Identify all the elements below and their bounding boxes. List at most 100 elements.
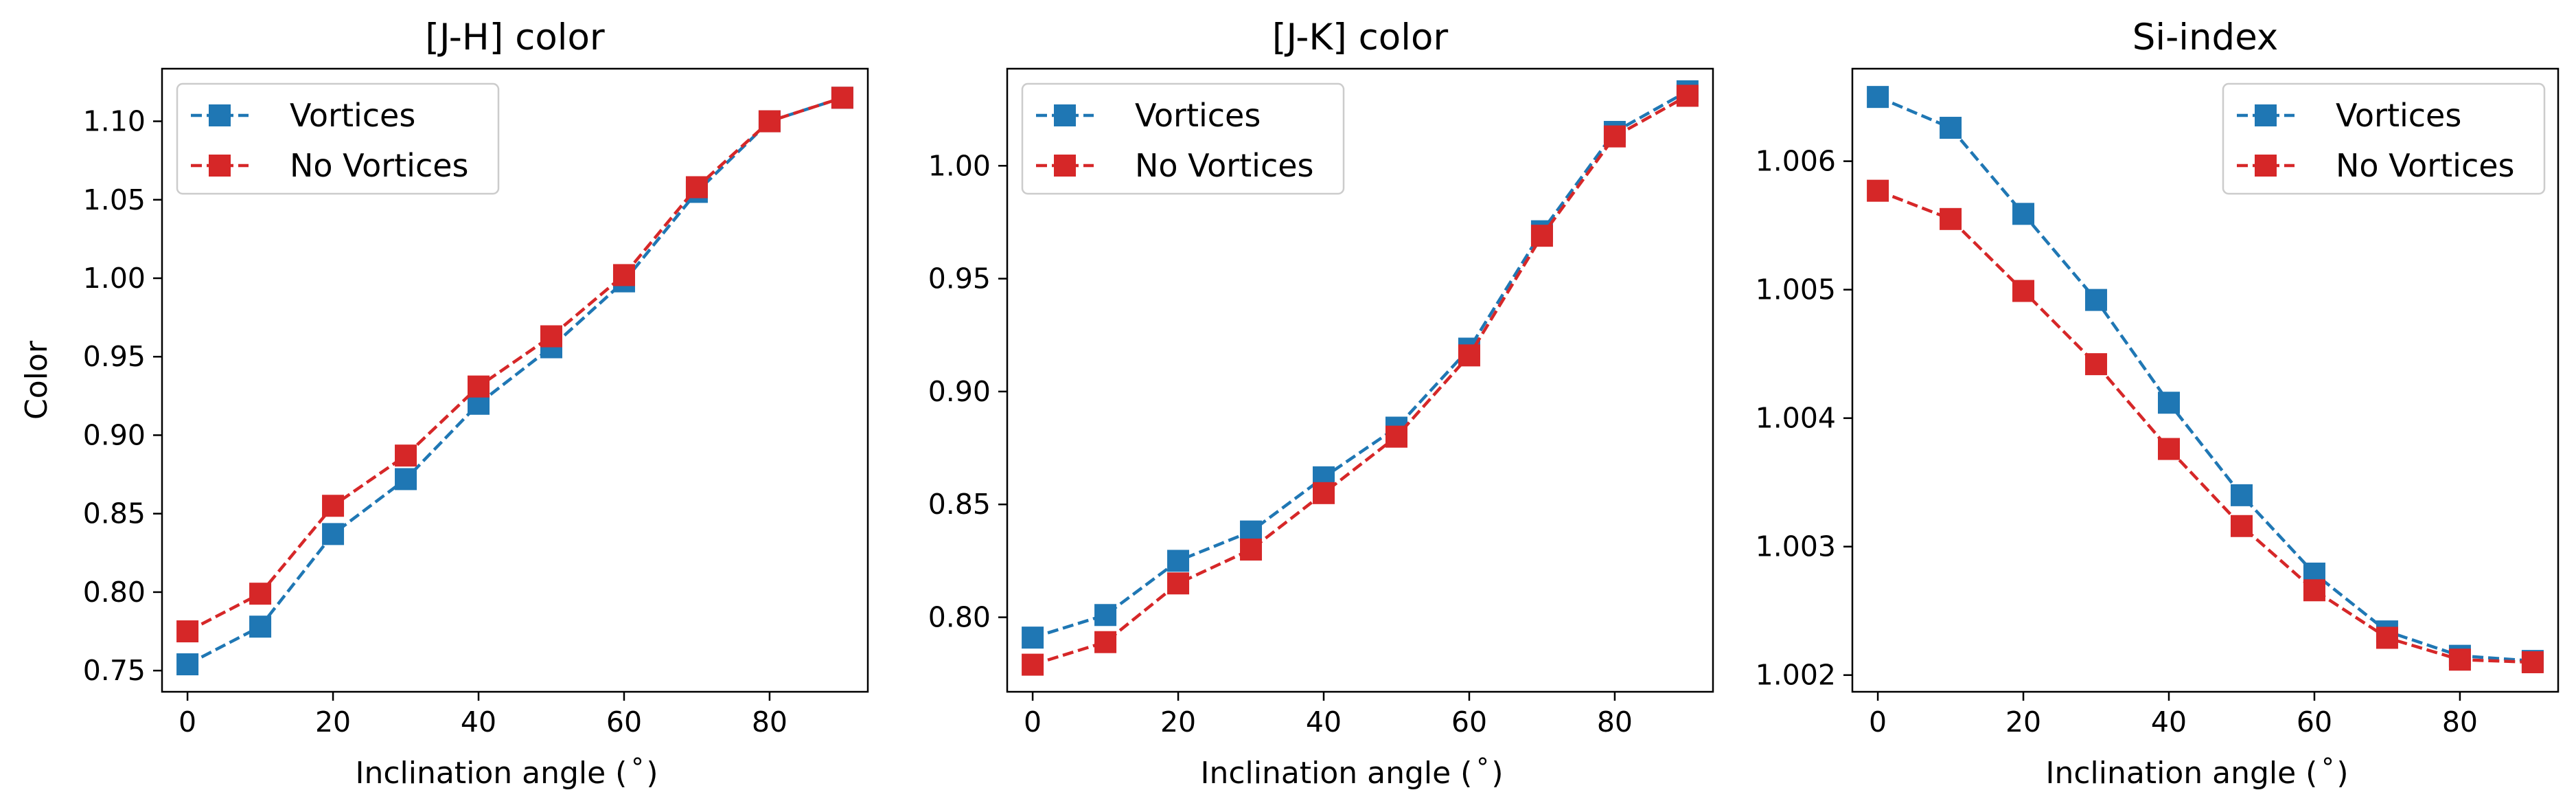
series-line-no-vortices xyxy=(1032,94,1689,666)
legend-marker xyxy=(1054,104,1076,126)
x-tick-label: 60 xyxy=(2297,706,2332,738)
x-tick-label: 80 xyxy=(2442,706,2478,738)
data-point xyxy=(468,375,490,398)
data-point xyxy=(1022,627,1044,649)
series-no-vortices xyxy=(1022,84,1699,676)
series-no-vortices xyxy=(1867,179,2544,673)
plot-area-frame xyxy=(1006,67,1714,693)
series-no-vortices xyxy=(176,87,853,643)
legend-marker xyxy=(209,155,231,177)
y-tick-label: 1.002 xyxy=(1756,659,1836,692)
data-point xyxy=(395,444,417,467)
series-line-vortices xyxy=(1877,95,2533,663)
legend-label-no-vortices: No Vortices xyxy=(290,147,469,184)
series-line-vortices xyxy=(1032,89,1689,640)
legend-marker xyxy=(1054,155,1076,177)
legend-marker xyxy=(2255,104,2277,126)
data-point xyxy=(1603,125,1626,148)
y-tick-label: 1.00 xyxy=(83,262,146,295)
data-point xyxy=(1094,604,1117,627)
chart-panel-1: 0 20 40 60 80 0.75 0.80 0.85 0.90 0.95 1.00 1.05 1.1… xyxy=(19,16,869,791)
x-tick-label: 40 xyxy=(1306,706,1342,738)
y-tick-label: 1.003 xyxy=(1756,530,1836,563)
degree-symbol xyxy=(633,757,642,765)
legend-label-vortices: Vortices xyxy=(2336,97,2461,134)
data-point xyxy=(2230,484,2253,506)
data-point xyxy=(176,653,199,676)
x-tick-label: 80 xyxy=(752,706,787,738)
y-tick-label: 1.05 xyxy=(83,183,146,216)
data-point xyxy=(1867,86,1889,109)
data-point xyxy=(1867,179,1889,202)
data-point xyxy=(249,616,272,638)
y-tick-label: 0.90 xyxy=(928,375,991,408)
chart-panel-2: 0 20 40 60 80 0.80 0.85 0.90 0.95 1.00 [J-K] color… xyxy=(928,16,1714,791)
x-tick-label: 60 xyxy=(1451,706,1487,738)
x-tick-label: 0 xyxy=(179,706,196,738)
legend-box xyxy=(1021,82,1345,195)
degree-symbol xyxy=(1478,757,1487,765)
data-point xyxy=(1385,425,1407,448)
x-axis-label: Inclination angle () xyxy=(2045,756,2348,791)
data-point xyxy=(1940,117,1962,139)
y-axis-label: Color xyxy=(19,340,54,420)
data-point xyxy=(2521,651,2544,673)
y-tick-label: 0.80 xyxy=(928,601,991,634)
data-point xyxy=(1676,84,1699,107)
y-tick-label: 0.85 xyxy=(928,488,991,521)
x-tick-label: 60 xyxy=(606,706,642,738)
legend: Vortices No Vortices xyxy=(2222,82,2546,195)
data-point xyxy=(2158,438,2181,460)
y-tick-label: 1.006 xyxy=(1756,145,1836,178)
x-tick-label: 80 xyxy=(1597,706,1633,738)
legend-label-vortices: Vortices xyxy=(290,97,415,134)
legend: Vortices No Vortices xyxy=(1021,82,1345,195)
data-point xyxy=(1530,225,1553,247)
data-point xyxy=(2158,392,2181,414)
data-point xyxy=(831,87,853,109)
plot-area-frame xyxy=(1851,67,2560,693)
y-tick-label: 1.004 xyxy=(1756,402,1836,435)
x-tick-label: 40 xyxy=(2151,706,2187,738)
data-point xyxy=(1022,653,1044,676)
plot-area-frame xyxy=(161,67,869,693)
x-tick-label: 20 xyxy=(2005,706,2041,738)
chart-title: [J-K] color xyxy=(1272,16,1449,58)
data-point xyxy=(2085,353,2108,376)
x-tick-label: 20 xyxy=(315,706,351,738)
data-point xyxy=(1094,631,1117,653)
y-tick-label: 0.90 xyxy=(83,418,146,451)
data-point xyxy=(1240,538,1263,561)
data-point xyxy=(758,110,781,133)
series-line-no-vortices xyxy=(1877,189,2533,664)
degree-symbol xyxy=(2323,757,2332,765)
legend-box xyxy=(176,82,500,195)
data-point xyxy=(2376,627,2398,649)
data-point xyxy=(2085,289,2108,311)
data-point xyxy=(395,468,417,490)
legend-label-no-vortices: No Vortices xyxy=(1135,147,1314,184)
legend-box xyxy=(2222,82,2546,195)
x-axis-label: Inclination angle () xyxy=(1200,756,1503,791)
y-tick-label: 0.85 xyxy=(83,497,146,530)
legend-marker xyxy=(209,104,231,126)
legend: Vortices No Vortices xyxy=(176,82,500,195)
data-point xyxy=(685,176,708,199)
data-point xyxy=(1167,572,1190,595)
legend-label-vortices: Vortices xyxy=(1135,97,1261,134)
data-point xyxy=(2012,280,2035,302)
y-tick-label: 0.95 xyxy=(928,262,991,295)
y-tick-label: 1.00 xyxy=(928,149,991,182)
x-tick-label: 0 xyxy=(1869,706,1887,738)
chart-title: [J-H] color xyxy=(425,16,605,58)
y-tick-label: 0.80 xyxy=(83,576,146,609)
series-line-vortices xyxy=(187,96,843,666)
data-point xyxy=(2303,579,2325,602)
x-tick-label: 20 xyxy=(1160,706,1196,738)
series-line-no-vortices xyxy=(187,96,843,633)
data-point xyxy=(540,325,562,348)
data-point xyxy=(176,620,199,643)
x-axis-label: Inclination angle () xyxy=(355,756,658,791)
data-point xyxy=(2012,203,2035,225)
